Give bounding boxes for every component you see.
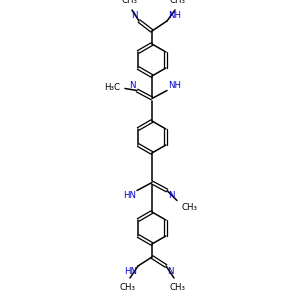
Text: NH: NH [168,80,181,89]
Text: N: N [168,191,175,200]
Text: HN: HN [123,191,136,200]
Text: N: N [130,80,136,89]
Text: NH: NH [168,11,181,20]
Text: CH₃: CH₃ [121,0,137,5]
Text: CH₃: CH₃ [182,203,198,212]
Text: CH₃: CH₃ [119,283,135,292]
Text: HN: HN [124,267,137,276]
Text: N: N [167,267,173,276]
Text: CH₃: CH₃ [169,283,185,292]
Text: H₃C: H₃C [104,83,120,92]
Text: CH₃: CH₃ [170,0,186,5]
Text: N: N [131,11,138,20]
